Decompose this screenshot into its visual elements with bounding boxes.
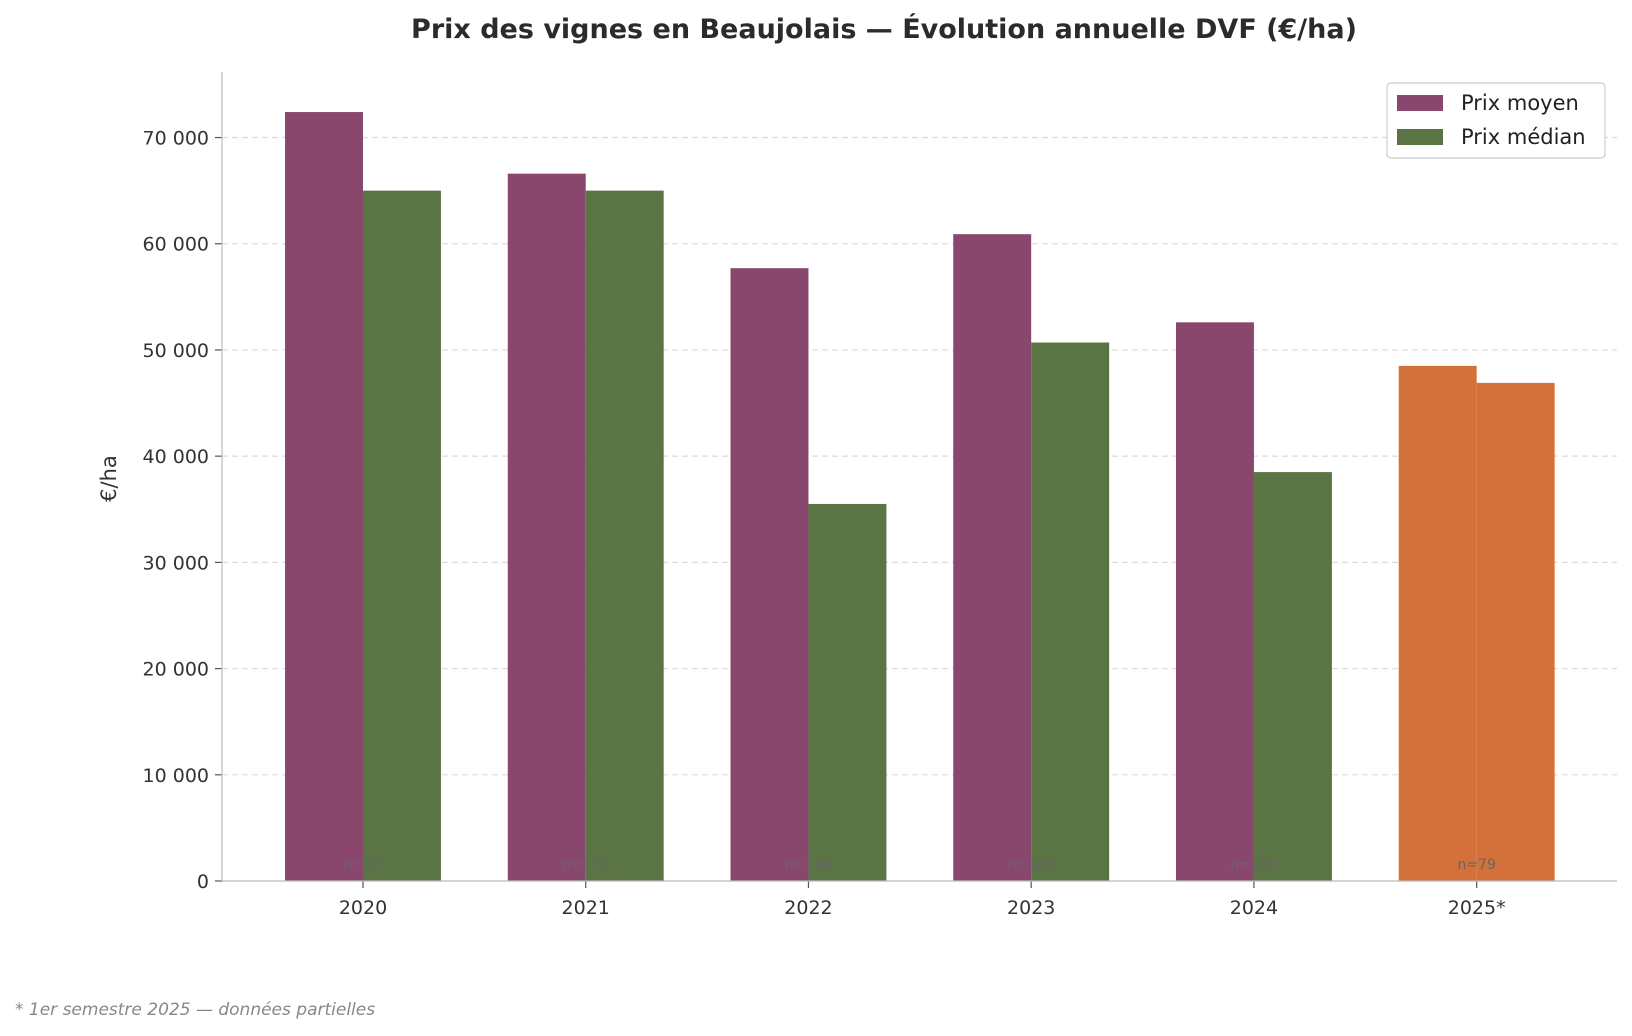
x-tick-label: 2022 [784,897,832,919]
bar-median-2024 [1253,472,1332,881]
sample-size-label: n=166 [1230,857,1277,873]
legend-label: Prix médian [1461,125,1586,149]
x-tick-label: 2024 [1230,897,1278,919]
y-tick-label: 70 000 [143,128,209,150]
bar-median-2021 [585,190,664,881]
bar-mean-2021 [507,173,586,882]
chart-title: Prix des vignes en Beaujolais — Évolutio… [411,14,1357,45]
bar-mean-2024 [1175,322,1254,881]
bar-median-2023 [1031,342,1110,881]
sample-size-label: n=168 [1008,857,1055,873]
y-tick-label: 20 000 [143,659,209,681]
x-tick-label: 2020 [339,897,387,919]
y-tick-label: 50 000 [143,340,209,362]
x-tick-label: 2023 [1007,897,1055,919]
bar-median-2022 [808,503,887,881]
bar-mean-2022 [730,268,809,881]
bar-median-2020 [362,190,441,881]
legend-label: Prix moyen [1461,91,1579,115]
y-tick-label: 10 000 [143,765,209,787]
legend-swatch-mean [1397,95,1443,111]
sample-size-label: n=83 [344,857,382,873]
sample-size-label: n=173 [562,857,609,873]
bar-mean-2023 [953,234,1032,881]
y-axis-label: €/ha [97,455,121,502]
x-tick-label: 2021 [562,897,610,919]
y-tick-label: 40 000 [143,446,209,468]
sample-size-label: n=79 [1457,857,1495,873]
bar-mean-2020 [285,112,363,882]
bar-median-2025* [1476,382,1555,881]
y-tick-label: 60 000 [143,234,209,256]
sample-size-label: n=189 [785,857,832,873]
y-tick-label: 30 000 [143,552,209,574]
x-tick-label: 2025* [1448,897,1506,919]
bar-mean-2025* [1398,365,1477,881]
y-tick-label: 0 [197,871,209,893]
footnote: * 1er semestre 2025 — données partielles [15,1000,376,1020]
legend-swatch-median [1397,129,1443,145]
